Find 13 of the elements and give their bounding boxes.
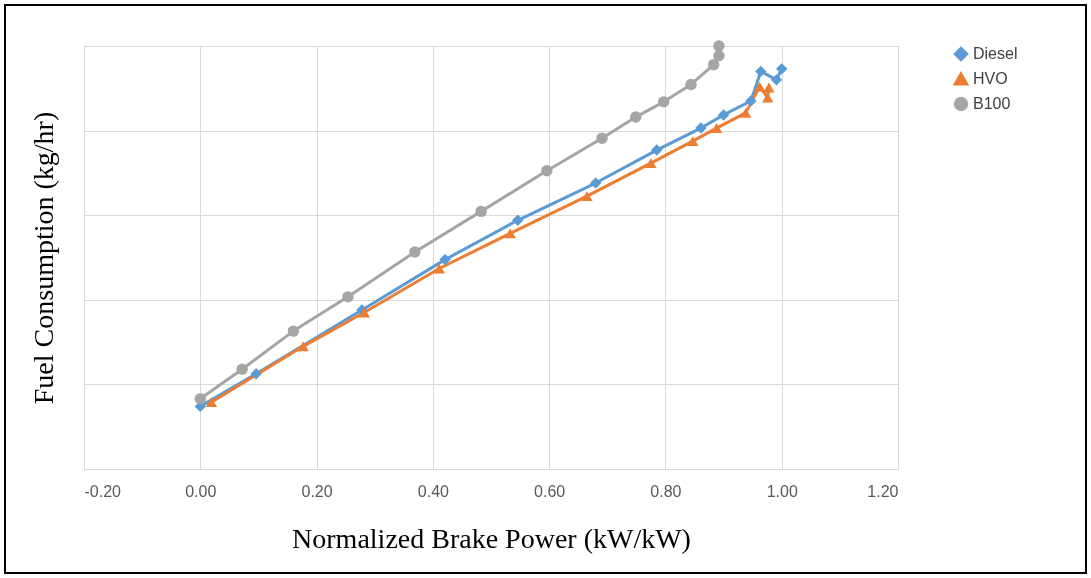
x-tick-label: -0.20 [84,482,122,500]
x-tick-label: 1.20 [867,482,899,500]
legend-label: B100 [973,95,1011,112]
y-axis-title: Fuel Consumption (kg/hr) [27,111,59,405]
x-tick-label: 0.80 [650,482,682,500]
legend-label: HVO [973,70,1008,87]
x-tick-label: 0.40 [417,482,450,500]
x-tick-label: 0.60 [534,482,566,500]
x-tick-label: 0.20 [301,482,333,500]
x-tick-label: 0.00 [185,482,217,500]
legend-label: Diesel [973,45,1018,62]
x-tick-label: 1.00 [766,482,798,500]
x-axis-title: Normalized Brake Power (kW/kW) [292,522,691,554]
